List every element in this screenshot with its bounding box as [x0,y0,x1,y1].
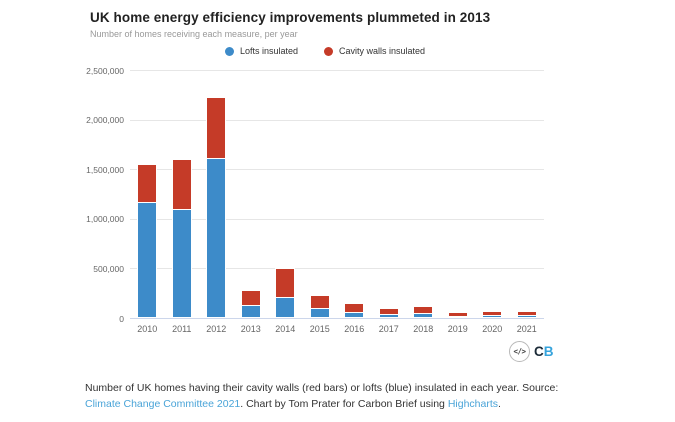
x-tick-label: 2015 [309,324,330,334]
lofts-legend-dot-icon [224,46,234,56]
x-tick-label: 2016 [344,324,365,334]
x-tick-label: 2013 [240,324,261,334]
bar-segment-cavity-2013[interactable] [240,290,261,307]
x-tick-label: 2010 [137,324,158,334]
legend: Lofts insulated Cavity walls insulated [85,46,565,56]
y-tick-label: 1,500,000 [86,164,124,175]
caption-text: Number of UK homes having their cavity w… [85,382,559,394]
bar-segment-cavity-2020[interactable] [482,310,503,317]
y-tick-label: 2,500,000 [86,65,124,76]
caption-link[interactable]: Highcharts [447,398,499,411]
legend-item-lofts[interactable]: Lofts insulated [224,46,298,56]
gridline [130,268,544,270]
caption: Number of UK homes having their cavity w… [85,380,595,413]
x-tick-label: 2011 [172,324,192,334]
bar-segment-lofts-2011[interactable] [171,208,192,318]
chart-container: UK home energy efficiency improvements p… [85,0,575,372]
x-tick-label: 2018 [413,324,434,334]
x-tick-label: 2021 [516,324,537,334]
y-tick-label: 0 [119,313,124,324]
bar-segment-cavity-2021[interactable] [516,310,537,317]
y-tick-label: 1,000,000 [86,214,124,225]
carbon-brief-logo[interactable]: CB [534,344,554,359]
bar-segment-cavity-2011[interactable] [171,159,192,210]
bar-segment-lofts-2014[interactable] [275,297,296,318]
logo-row: </> CB [509,341,554,362]
x-tick-label: 2019 [447,324,468,334]
bar-segment-lofts-2012[interactable] [206,158,227,318]
legend-label-lofts: Lofts insulated [239,46,298,56]
caption-text: . Chart by Tom Prater for Carbon Brief u… [240,398,448,411]
gridline [130,169,544,171]
x-tick-label: 2012 [206,324,227,334]
legend-item-cavity[interactable]: Cavity walls insulated [324,46,425,56]
cavity-legend-dot-icon [324,46,333,56]
bar-segment-lofts-2013[interactable] [240,305,261,318]
chart-title: UK home energy efficiency improvements p… [90,10,491,25]
bar-segment-lofts-2010[interactable] [137,201,158,318]
gridline [130,119,544,121]
chart-subtitle: Number of homes receiving each measure, … [90,29,298,39]
y-tick-label: 500,000 [93,263,124,274]
embed-code-icon[interactable]: </> [509,341,530,362]
bar-segment-cavity-2017[interactable] [378,308,399,315]
x-tick-label: 2020 [482,324,503,334]
bar-segment-cavity-2018[interactable] [413,306,434,315]
gridline [130,218,544,220]
bar-segment-cavity-2015[interactable] [309,294,330,310]
x-axis-line [130,318,544,319]
legend-label-cavity: Cavity walls insulated [339,46,426,56]
bar-segment-cavity-2019[interactable] [447,311,468,317]
gridline [130,70,544,71]
bar-segment-cavity-2012[interactable] [206,96,227,160]
bar-segment-lofts-2015[interactable] [309,308,330,318]
y-tick-label: 2,000,000 [86,115,124,126]
x-tick-label: 2014 [275,324,296,334]
bar-segment-cavity-2010[interactable] [137,164,158,203]
logo-letter-b: B [543,344,554,359]
bar-segment-cavity-2014[interactable] [275,267,296,299]
logo-letter-c: C [534,344,544,359]
caption-text: . [498,398,501,411]
caption-link[interactable]: Climate Change Committee 2021 [85,398,241,411]
bar-segment-cavity-2016[interactable] [344,302,365,314]
x-tick-label: 2017 [378,324,399,334]
